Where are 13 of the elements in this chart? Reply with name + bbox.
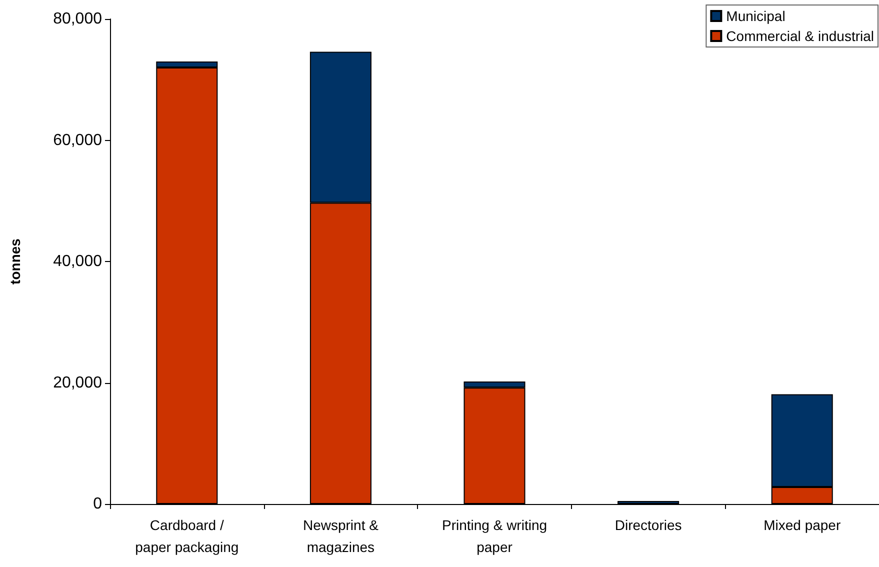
x-tick-label: Newsprint & magazines: [302, 517, 380, 555]
x-tick-label: Cardboard / paper packaging: [135, 517, 239, 555]
legend-label: Commercial & industrial: [726, 28, 874, 44]
legend-label: Municipal: [726, 8, 786, 24]
x-tick-label: Printing & writing paper: [442, 517, 548, 555]
y-tick-label: 40,000: [53, 253, 102, 270]
y-tick-label: 20,000: [53, 374, 102, 392]
y-tick-label: 60,000: [53, 132, 102, 149]
y-tick-label: 0: [93, 496, 102, 512]
x-tick-label: Mixed paper: [764, 517, 841, 533]
y-axis-title: tonnes: [7, 238, 23, 284]
y-tick-label: 80,000: [53, 10, 102, 28]
x-tick-label: Directories: [614, 517, 682, 533]
